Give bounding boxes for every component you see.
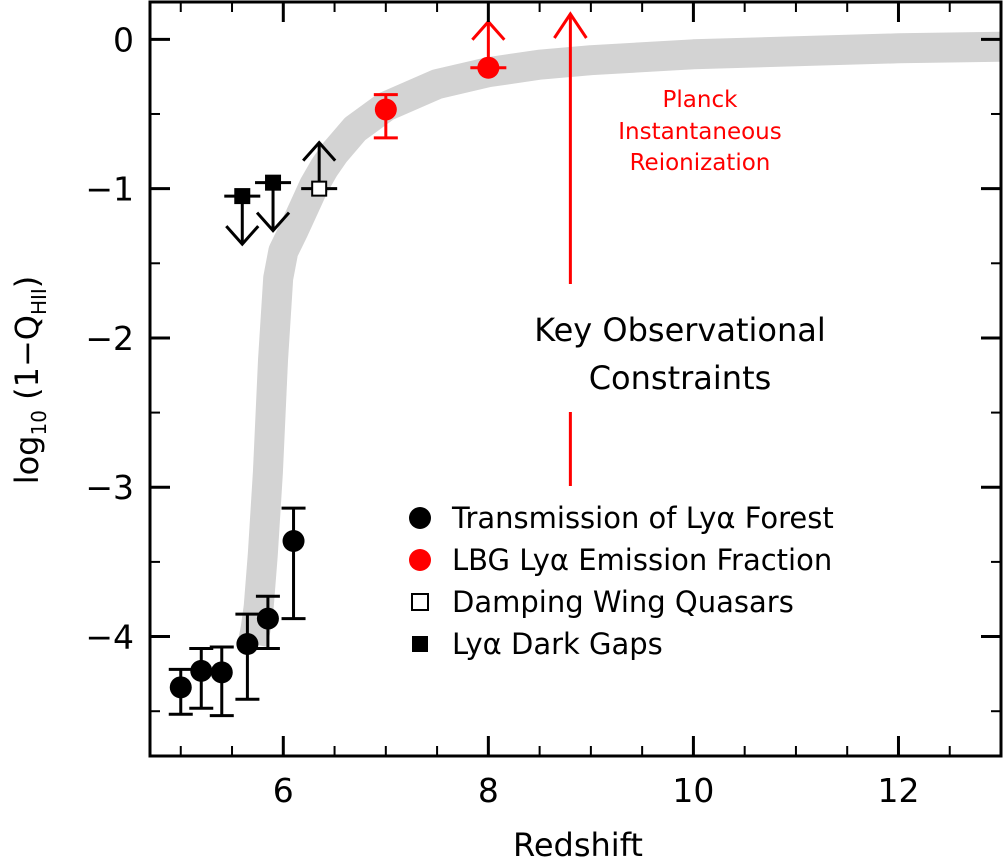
legend-label-darkgaps: Lyα Dark Gaps — [452, 627, 663, 661]
y-tick-label: 0 — [113, 20, 134, 59]
data-point — [210, 661, 233, 684]
x-axis-title: Redshift — [513, 826, 643, 861]
data-point — [374, 98, 397, 121]
y-axis-title: log10 (1−QHII) — [8, 276, 51, 485]
y-tick-label: −1 — [85, 170, 134, 209]
data-point — [265, 174, 282, 191]
key-constraints-label-line1: Key Observational — [534, 311, 826, 349]
limit-arrow-head — [255, 211, 291, 233]
limit-arrow-head — [302, 140, 337, 162]
planck-annotation — [553, 11, 588, 486]
plot-frame — [148, 0, 1003, 758]
planck-arrow-head — [553, 11, 588, 39]
data-point — [477, 56, 500, 79]
limit-arrow-head — [225, 225, 260, 247]
data-point — [236, 633, 259, 656]
legend: Transmission of Lyα Forest LBG Lyα Emiss… — [409, 501, 834, 661]
legend-marker-damping — [411, 593, 429, 611]
legend-marker-forest — [409, 507, 431, 529]
x-tick-label: 10 — [672, 771, 714, 810]
data-point — [282, 529, 305, 552]
data-point — [256, 607, 279, 630]
key-constraints-label-line2: Constraints — [589, 359, 772, 397]
legend-label-damping: Damping Wing Quasars — [452, 585, 794, 619]
y-tick-label: −2 — [85, 319, 134, 358]
y-tick-labels: 0 −1 −2 −3 −4 — [85, 20, 134, 656]
y-tick-label: −4 — [85, 618, 134, 657]
data-point — [190, 659, 213, 682]
x-tick-label: 6 — [273, 771, 294, 810]
axis-ticks — [150, 2, 1002, 756]
data-markers — [168, 19, 507, 718]
data-point — [311, 180, 328, 197]
x-tick-label: 8 — [478, 771, 499, 810]
data-point — [169, 676, 192, 699]
legend-marker-darkgaps — [412, 636, 428, 652]
planck-label-line1: Planck — [663, 87, 739, 113]
legend-marker-lbg — [409, 549, 431, 571]
planck-label-line3: Reionization — [630, 150, 771, 176]
planck-label-line2: Instantaneous — [618, 119, 782, 145]
y-tick-label: −3 — [85, 468, 134, 507]
x-tick-label: 12 — [877, 771, 919, 810]
legend-label-forest: Transmission of Lyα Forest — [451, 501, 834, 535]
legend-label-lbg: LBG Lyα Emission Fraction — [452, 543, 832, 577]
data-point — [234, 188, 251, 205]
x-tick-labels: 6 8 10 12 — [273, 771, 920, 810]
